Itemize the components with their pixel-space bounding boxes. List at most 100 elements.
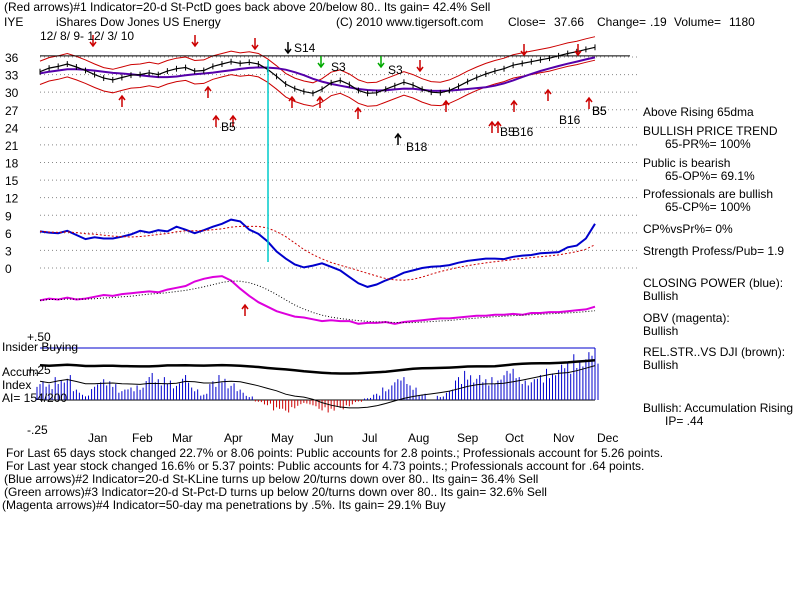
accum-plus50: +.50 bbox=[27, 330, 51, 344]
accum-index-series bbox=[36, 60, 599, 413]
red-buy-arrow bbox=[204, 85, 212, 98]
closing-power-series bbox=[39, 218, 596, 288]
signal-label: S3 bbox=[388, 63, 403, 77]
price-tick-label: 6 bbox=[5, 227, 12, 241]
green-sell-arrow bbox=[377, 56, 385, 69]
red-buy-arrow bbox=[212, 114, 220, 127]
volume-value: 1180 bbox=[729, 15, 755, 29]
side-strength: Strength Profess/Pub= 1.9 bbox=[643, 244, 785, 258]
signal-label: B16 bbox=[559, 113, 581, 127]
red-buy-arrow bbox=[544, 88, 552, 101]
price-tick-label: 21 bbox=[5, 139, 19, 153]
month-tick-label: Mar bbox=[172, 431, 193, 445]
price-tick-label: 27 bbox=[5, 104, 19, 118]
price-tick-label: 3 bbox=[5, 244, 12, 258]
side-above-ma: Above Rising 65dma bbox=[643, 105, 754, 119]
signal-label: B16 bbox=[512, 125, 534, 139]
signal-label: B5 bbox=[592, 104, 607, 118]
closing-power-line bbox=[39, 218, 596, 288]
rel-strength-line bbox=[39, 359, 596, 375]
month-tick-label: Aug bbox=[408, 431, 429, 445]
side-closing-power-status: Bullish bbox=[643, 289, 679, 303]
side-professionals: Professionals are bullish bbox=[643, 187, 774, 201]
price-series bbox=[39, 44, 596, 97]
change-value: .19 bbox=[650, 15, 667, 29]
closing-power-ma bbox=[39, 225, 596, 281]
footer-green-arrows: (Green arrows)#3 Indicator=20-d St-Pct-D… bbox=[4, 485, 547, 499]
date-range: 12/ 8/ 9- 12/ 3/ 10 bbox=[40, 29, 135, 43]
index-label: Index bbox=[2, 378, 32, 392]
signal-label: S14 bbox=[294, 41, 316, 55]
month-axis: Jan Feb Mar Apr May Jun Jul Aug Sep Oct Nov Dec bbox=[88, 431, 618, 445]
price-tick-label: 0 bbox=[5, 262, 12, 276]
side-ip: IP= .44 bbox=[665, 414, 704, 428]
month-tick-label: Oct bbox=[505, 431, 524, 445]
month-tick-label: Sep bbox=[457, 431, 479, 445]
copyright: (C) 2010 www.tigersoft.com bbox=[336, 15, 484, 29]
side-public: Public is bearish bbox=[643, 156, 731, 170]
month-tick-label: Jan bbox=[88, 431, 107, 445]
red-sell-arrow bbox=[191, 35, 199, 48]
obv-series bbox=[39, 275, 596, 325]
black-buy-arrow bbox=[394, 132, 402, 145]
volume-label: Volume= bbox=[674, 15, 722, 29]
red-buy-arrow bbox=[442, 99, 450, 112]
month-tick-label: May bbox=[271, 431, 294, 445]
accum-minus25: -.25 bbox=[27, 423, 48, 437]
red-sell-arrow bbox=[89, 35, 97, 48]
side-pr-pct: 65-PR%= 100% bbox=[665, 137, 751, 151]
price-bands bbox=[39, 36, 630, 107]
insider-buying-label: Insider Buying bbox=[2, 340, 79, 354]
price-tick-label: 30 bbox=[5, 86, 19, 100]
footer-magenta-arrows: (Magenta arrows)#4 Indicator=50-day ma p… bbox=[2, 498, 446, 512]
accum-ma bbox=[39, 365, 596, 409]
accum-label: Accum bbox=[2, 365, 39, 379]
price-line bbox=[39, 46, 596, 94]
side-cp-vs-pr: CP%vsPr%= 0% bbox=[643, 222, 733, 236]
red-buy-arrow bbox=[354, 106, 362, 119]
signal-label: B5 bbox=[221, 120, 236, 134]
price-tick-label: 33 bbox=[5, 69, 19, 83]
red-buy-arrow bbox=[494, 120, 502, 133]
price-tick-label: 36 bbox=[5, 51, 19, 65]
side-obv: OBV (magenta): bbox=[643, 311, 730, 325]
signal-arrows bbox=[89, 35, 593, 316]
footer-65day: For Last 65 days stock changed 22.7% or … bbox=[6, 446, 664, 460]
month-tick-label: Feb bbox=[132, 431, 153, 445]
month-tick-label: Nov bbox=[553, 431, 574, 445]
red-buy-arrow bbox=[229, 114, 237, 127]
lower-band bbox=[39, 59, 596, 107]
green-sell-arrow bbox=[317, 56, 325, 69]
price-tick-label: 9 bbox=[5, 209, 12, 223]
signal-label: B5 bbox=[592, 104, 607, 118]
side-accum: Bullish: Accumulation Rising bbox=[643, 401, 794, 415]
price-tick-label: 24 bbox=[5, 121, 19, 135]
obv-ma bbox=[39, 280, 596, 324]
side-obv-status: Bullish bbox=[643, 324, 679, 338]
red-sell-arrow bbox=[520, 44, 528, 57]
close-value: 37.66 bbox=[554, 15, 585, 29]
side-closing-power: CLOSING POWER (blue): bbox=[643, 276, 784, 290]
side-price-trend: BULLISH PRICE TREND bbox=[643, 124, 778, 138]
upper-band bbox=[39, 36, 596, 84]
red-buy-arrow bbox=[118, 94, 126, 107]
chart-grid bbox=[40, 56, 640, 269]
black-sell-arrow bbox=[284, 42, 292, 55]
footer-year: For Last year stock changed 16.6% or 5.3… bbox=[6, 459, 645, 473]
signal-label: B18 bbox=[406, 140, 428, 154]
red-buy-arrow bbox=[510, 99, 518, 112]
price-tick-label: 15 bbox=[5, 174, 19, 188]
footer-blue-arrows: (Blue arrows)#2 Indicator=20-d St-KLine … bbox=[4, 472, 539, 486]
side-cp-pct: 65-CP%= 100% bbox=[665, 200, 751, 214]
ticker-symbol: IYE bbox=[4, 15, 24, 29]
red-arrows-indicator-line: (Red arrows)#1 Indicator=20-d St-PctD go… bbox=[4, 0, 491, 14]
close-label: Close= bbox=[508, 15, 546, 29]
month-tick-label: Dec bbox=[597, 431, 618, 445]
red-buy-arrow bbox=[241, 303, 249, 316]
red-sell-arrow bbox=[251, 38, 259, 51]
month-tick-label: Apr bbox=[224, 431, 243, 445]
signal-label: S3 bbox=[331, 60, 346, 74]
